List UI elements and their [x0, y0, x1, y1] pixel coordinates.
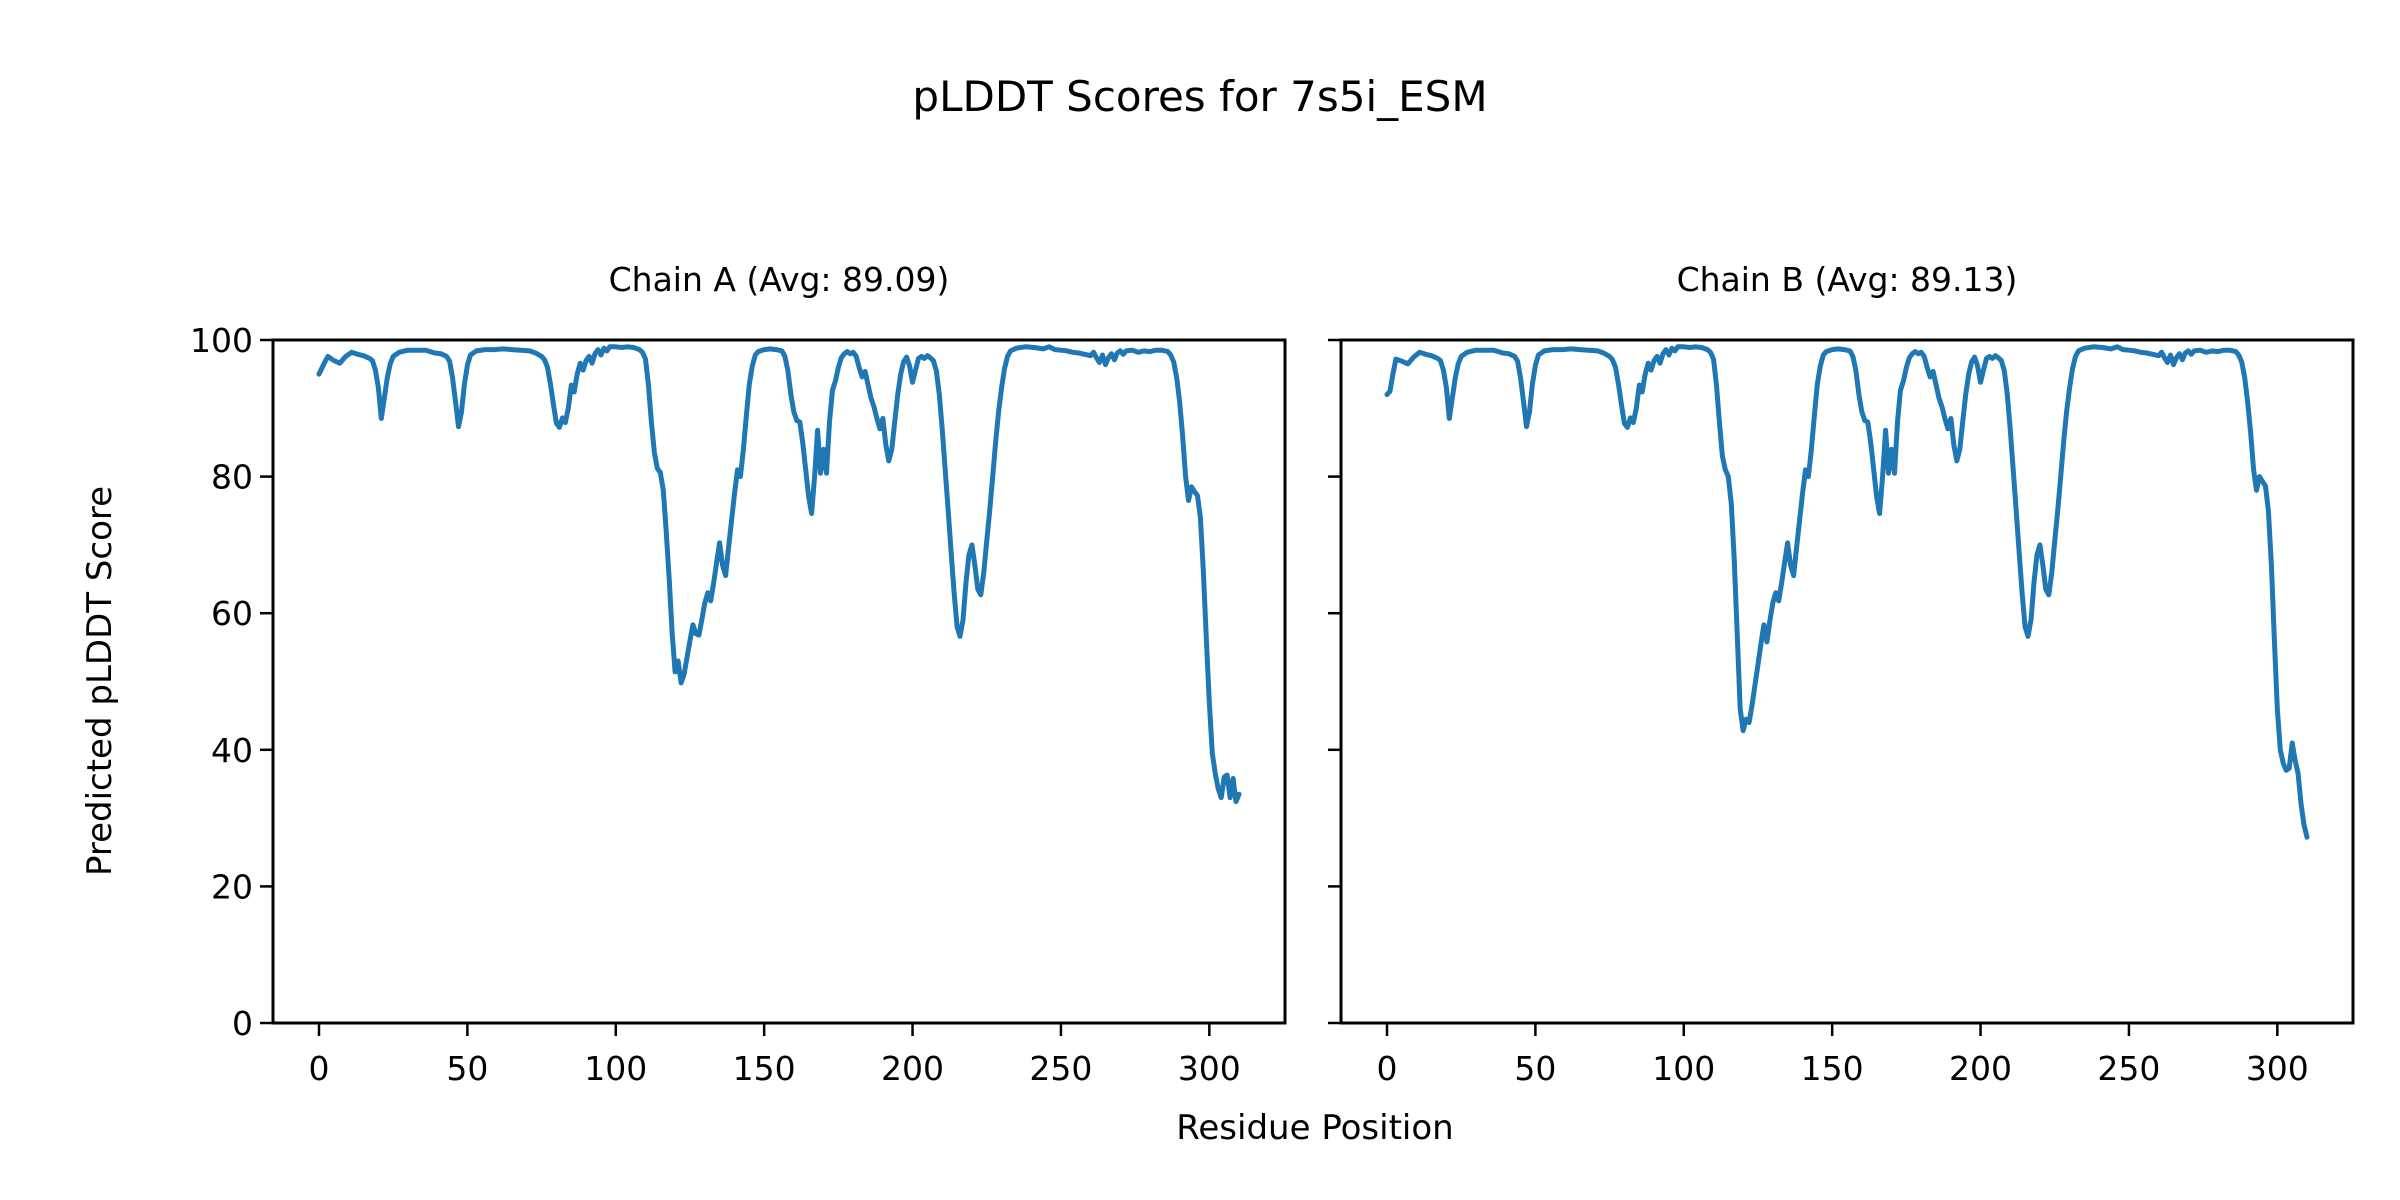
figure-title: pLDDT Scores for 7s5i_ESM: [912, 72, 1488, 121]
x-tick-label: 250: [1029, 1049, 1092, 1088]
y-axis-label: Predicted pLDDT Score: [80, 485, 120, 877]
chain-b-subplot-title: Chain B (Avg: 89.13): [1676, 260, 2018, 299]
x-tick-label: 250: [2097, 1049, 2160, 1088]
x-tick-label: 300: [1178, 1049, 1241, 1088]
y-tick-label: 40: [211, 731, 253, 770]
y-tick-label: 0: [232, 1004, 253, 1043]
x-tick-label: 150: [733, 1049, 796, 1088]
y-tick-label: 80: [211, 458, 253, 497]
x-tick-label: 150: [1801, 1049, 1864, 1088]
plot-frame-chain-a: [271, 338, 1287, 1025]
plot-frame-chain-b: [1339, 338, 2355, 1025]
x-tick-label: 300: [2246, 1049, 2309, 1088]
x-tick-label: 200: [881, 1049, 944, 1088]
x-tick-label: 200: [1949, 1049, 2012, 1088]
x-axis-label: Residue Position: [1176, 1108, 1454, 1148]
plddt-line-chain-b: [1384, 344, 2310, 840]
x-tick-label: 50: [446, 1049, 488, 1088]
x-tick-label: 0: [309, 1049, 330, 1088]
x-tick-label: 0: [1377, 1049, 1398, 1088]
chain-a-subplot-title: Chain A (Avg: 89.09): [608, 260, 950, 299]
y-tick-label: 100: [190, 321, 253, 360]
plddt-line-chain-a: [316, 344, 1242, 805]
y-tick-label: 20: [211, 867, 253, 906]
y-tick-label: 60: [211, 594, 253, 633]
x-tick-label: 50: [1514, 1049, 1556, 1088]
x-tick-label: 100: [584, 1049, 647, 1088]
x-tick-label: 100: [1652, 1049, 1715, 1088]
